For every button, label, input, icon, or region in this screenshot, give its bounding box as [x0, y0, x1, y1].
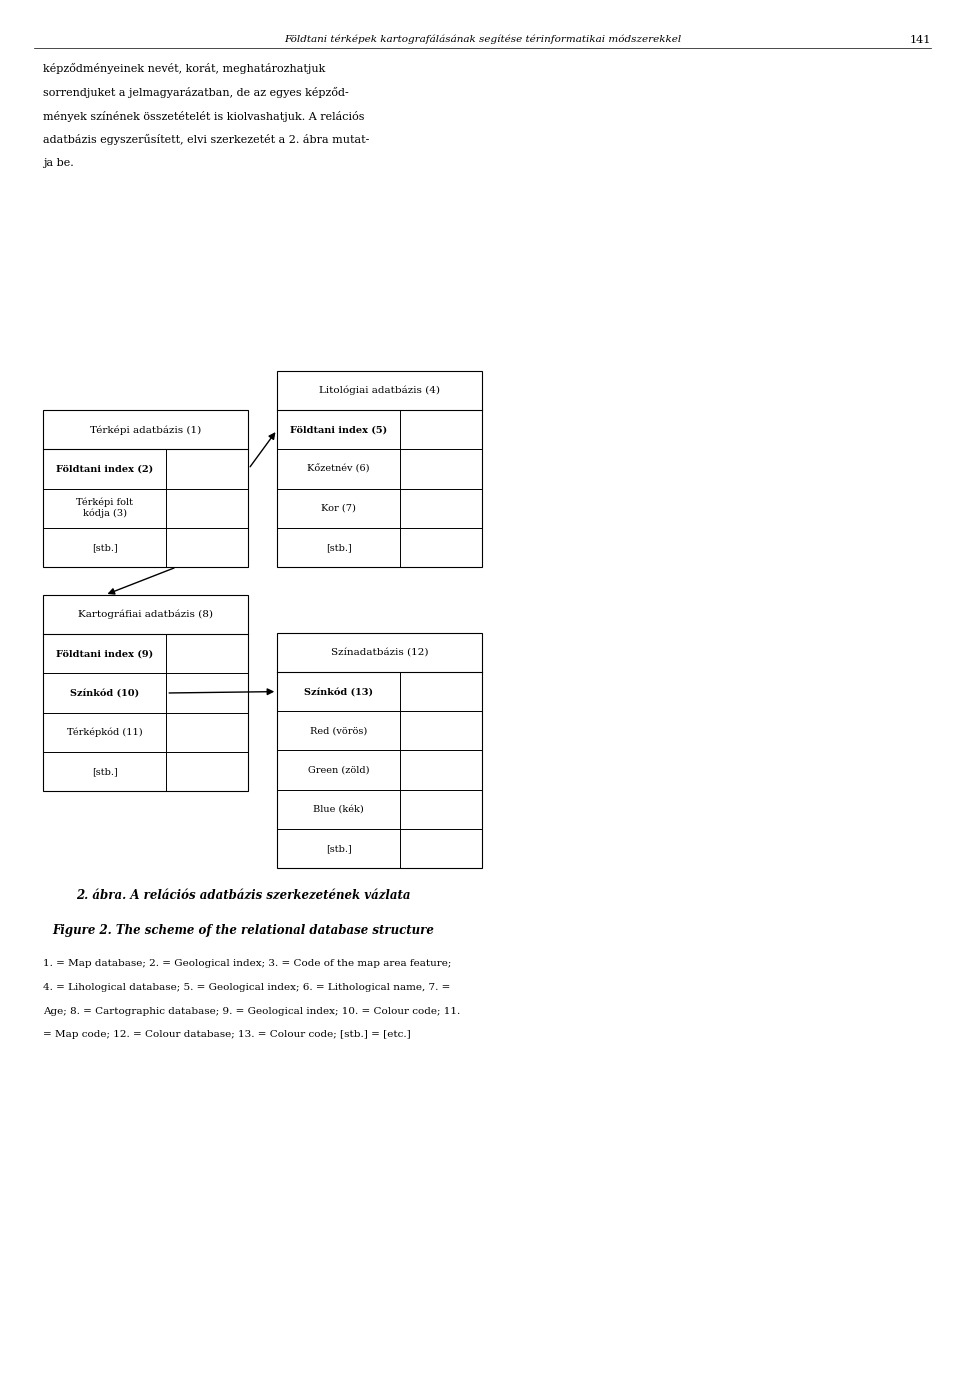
Text: Térképi folt
kódja (3): Térképi folt kódja (3): [76, 498, 133, 518]
Text: = Map code; 12. = Colour database; 13. = Colour code; [stb.] = [etc.]: = Map code; 12. = Colour database; 13. =…: [43, 1030, 411, 1039]
Text: 141: 141: [910, 35, 931, 45]
Text: [stb.]: [stb.]: [325, 844, 351, 853]
Text: Földtani térképek kartografálásának segítése térinformatikai módszerekkel: Földtani térképek kartografálásának segí…: [284, 35, 681, 45]
Text: Green (zöld): Green (zöld): [308, 766, 370, 774]
Text: mények színének összetételét is kiolvashatjuk. A relációs: mények színének összetételét is kiolvash…: [43, 111, 365, 122]
Text: 1. = Map database; 2. = Geological index; 3. = Code of the map area feature;: 1. = Map database; 2. = Geological index…: [43, 959, 451, 967]
Text: 2. ábra. A relációs adatbázis szerkezetének vázlata: 2. ábra. A relációs adatbázis szerkezeté…: [77, 889, 411, 902]
Text: Kartográfiai adatbázis (8): Kartográfiai adatbázis (8): [79, 610, 213, 619]
Text: Színkód (10): Színkód (10): [70, 689, 139, 697]
Bar: [277, 371, 483, 567]
Text: Térképkód (11): Térképkód (11): [67, 728, 142, 736]
Text: [stb.]: [stb.]: [92, 543, 118, 552]
Text: [stb.]: [stb.]: [325, 543, 351, 552]
Text: Térképi adatbázis (1): Térképi adatbázis (1): [90, 426, 202, 434]
Text: képződményeinek nevét, korát, meghatározhatjuk: képződményeinek nevét, korát, meghatároz…: [43, 63, 325, 74]
Text: Blue (kék): Blue (kék): [313, 805, 364, 813]
Text: Földtani index (2): Földtani index (2): [57, 465, 154, 473]
Text: Litológiai adatbázis (4): Litológiai adatbázis (4): [320, 386, 441, 395]
Text: Red (vörös): Red (vörös): [310, 727, 368, 735]
Text: Földtani index (5): Földtani index (5): [290, 426, 387, 434]
Bar: [43, 410, 249, 567]
Text: [stb.]: [stb.]: [92, 767, 118, 776]
Text: Színadatbázis (12): Színadatbázis (12): [331, 648, 428, 657]
Text: adatbázis egyszerűsített, elvi szerkezetét a 2. ábra mutat-: adatbázis egyszerűsített, elvi szerkezet…: [43, 134, 370, 146]
Text: ja be.: ja be.: [43, 158, 74, 168]
Text: Színkód (13): Színkód (13): [304, 687, 373, 696]
Bar: [43, 595, 249, 791]
Text: Kor (7): Kor (7): [322, 504, 356, 512]
Bar: [277, 633, 483, 868]
Text: 4. = Lihological database; 5. = Geological index; 6. = Lithological name, 7. =: 4. = Lihological database; 5. = Geologic…: [43, 983, 450, 991]
Text: Figure 2. The scheme of the relational database structure: Figure 2. The scheme of the relational d…: [53, 924, 435, 937]
Text: sorrendjuket a jelmagyarázatban, de az egyes képződ-: sorrendjuket a jelmagyarázatban, de az e…: [43, 87, 348, 98]
Text: Age; 8. = Cartographic database; 9. = Geological index; 10. = Colour code; 11.: Age; 8. = Cartographic database; 9. = Ge…: [43, 1007, 461, 1015]
Text: Földtani index (9): Földtani index (9): [57, 650, 154, 658]
Text: Kőzetnév (6): Kőzetnév (6): [307, 465, 370, 473]
